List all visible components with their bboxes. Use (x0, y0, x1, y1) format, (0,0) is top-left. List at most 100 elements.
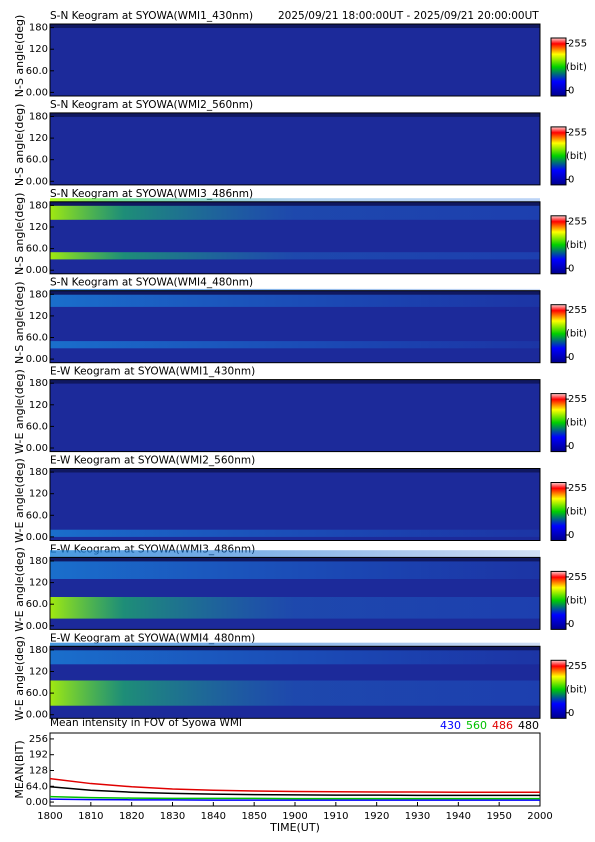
y-tick-label: 120 (29, 222, 48, 233)
y-axis-label: N-S angle(deg) (13, 15, 26, 98)
keogram-frame (49, 379, 541, 453)
x-tick-label: 1920 (364, 811, 389, 822)
legend-entry: 486 (492, 719, 513, 732)
y-axis-label: W-E angle(deg) (13, 458, 26, 543)
series-line (49, 798, 540, 801)
y-tick-label: 60.0 (26, 155, 48, 166)
panel-title: Mean intensity in FOV of Syowa WMI (50, 717, 242, 729)
colorbar-tick-label: 255 (568, 39, 587, 50)
x-tick-label: 1900 (282, 811, 307, 822)
keogram-image (50, 379, 540, 452)
colorbar (550, 659, 567, 719)
colorbar-tick-label: 255 (568, 394, 587, 405)
colorbar-tick-label: 0 (568, 708, 574, 719)
x-tick-label: 1930 (405, 811, 430, 822)
y-tick-label: 0.00 (26, 87, 48, 98)
y-tick-label: 0.00 (26, 354, 48, 365)
x-tick-label: 1830 (160, 811, 185, 822)
y-tick-label: 0.00 (26, 176, 48, 187)
colorbar-tick-label: 0 (568, 619, 574, 630)
keogram-top-band (50, 557, 540, 562)
keogram-feature (50, 597, 540, 619)
y-tick-label: 120 (29, 578, 48, 589)
y-axis-label: W-E angle(deg) (13, 547, 26, 632)
y-tick-label: 0.00 (26, 710, 48, 721)
y-tick-label: 120 (29, 489, 48, 500)
keogram-image (50, 24, 540, 96)
colorbar-label: (bit) (566, 595, 587, 606)
x-tick-label: 1940 (446, 811, 471, 822)
keogram-frame (49, 645, 541, 719)
keogram-feature (50, 550, 540, 579)
y-tick-label: 120 (29, 133, 48, 144)
y-tick-label: 0.00 (26, 443, 48, 454)
plot-area (49, 732, 541, 807)
colorbar-tick-label: 255 (568, 216, 587, 227)
y-tick-label: 180 (29, 112, 48, 123)
colorbar-tick-label: 255 (568, 127, 587, 138)
colorbar-tick-label: 0 (568, 441, 574, 452)
keogram-top-band (50, 646, 540, 651)
x-tick-label: 1820 (119, 811, 144, 822)
colorbar (550, 126, 567, 186)
panel-subtitle: 2025/09/21 18:00:00UT - 2025/09/21 20:00… (278, 10, 539, 22)
keogram-image (50, 468, 540, 541)
keogram-top-band (50, 201, 540, 206)
y-tick-label: 60.0 (26, 333, 48, 344)
y-axis-label: N-S angle(deg) (13, 281, 26, 364)
keogram-top-band (50, 24, 540, 28)
y-tick-label: 120 (29, 400, 48, 411)
keogram-feature (50, 341, 540, 349)
panel-title: S-N Keogram at SYOWA(WMI1_430nm) (50, 10, 253, 22)
y-tick-label: 192 (29, 750, 48, 761)
y-tick-label: 180 (29, 556, 48, 567)
colorbar (550, 304, 567, 364)
colorbar (550, 393, 567, 453)
colorbar-tick-label: 255 (568, 572, 587, 583)
colorbar-label: (bit) (566, 151, 587, 162)
keogram-frame (49, 201, 541, 275)
panel-title: S-N Keogram at SYOWA(WMI3_486nm) (50, 188, 253, 200)
y-tick-label: 120 (29, 311, 48, 322)
y-tick-label: 120 (29, 44, 48, 55)
keogram-top-band (50, 290, 540, 295)
colorbar-label: (bit) (566, 684, 587, 695)
x-tick-label: 1840 (201, 811, 226, 822)
x-axis-label: TIME(UT) (269, 821, 320, 834)
keogram-frame (49, 112, 541, 186)
panel-title: E-W Keogram at SYOWA(WMI2_560nm) (50, 455, 255, 467)
x-tick-label: 1810 (78, 811, 103, 822)
y-axis-label: W-E angle(deg) (13, 369, 26, 454)
keogram-frame (49, 468, 541, 541)
legend-entry: 430 (440, 719, 461, 732)
colorbar-tick-label: 0 (568, 530, 574, 541)
keogram-frame (49, 23, 541, 97)
y-tick-label: 60.0 (26, 599, 48, 610)
series-line (49, 795, 540, 800)
series-line (49, 777, 540, 793)
series-line (49, 786, 540, 797)
colorbar-tick-label: 0 (568, 174, 574, 185)
keogram-feature (50, 529, 540, 537)
x-tick-label: 2000 (527, 811, 552, 822)
keogram-top-band (50, 468, 540, 473)
colorbar-tick-label: 0 (568, 352, 574, 363)
y-tick-label: 0.00 (26, 797, 48, 808)
y-tick-label: 0.00 (26, 621, 48, 632)
y-tick-label: 0.00 (26, 532, 48, 543)
panel-title: S-N Keogram at SYOWA(WMI2_560nm) (50, 99, 253, 111)
colorbar-label: (bit) (566, 240, 587, 251)
colorbar-label: (bit) (566, 507, 587, 518)
y-axis-label: N-S angle(deg) (13, 104, 26, 187)
y-tick-label: 180 (29, 200, 48, 211)
y-tick-label: 128 (29, 765, 48, 776)
colorbar-label: (bit) (566, 418, 587, 429)
keogram-frame (49, 556, 541, 630)
keogram-top-band (50, 379, 540, 384)
colorbar-tick-label: 0 (568, 85, 574, 96)
y-tick-label: 256 (29, 734, 48, 745)
panel-title: E-W Keogram at SYOWA(WMI4_480nm) (50, 632, 255, 644)
keogram-feature (50, 252, 540, 260)
keogram-image (50, 112, 540, 185)
colorbar-tick-label: 255 (568, 305, 587, 316)
